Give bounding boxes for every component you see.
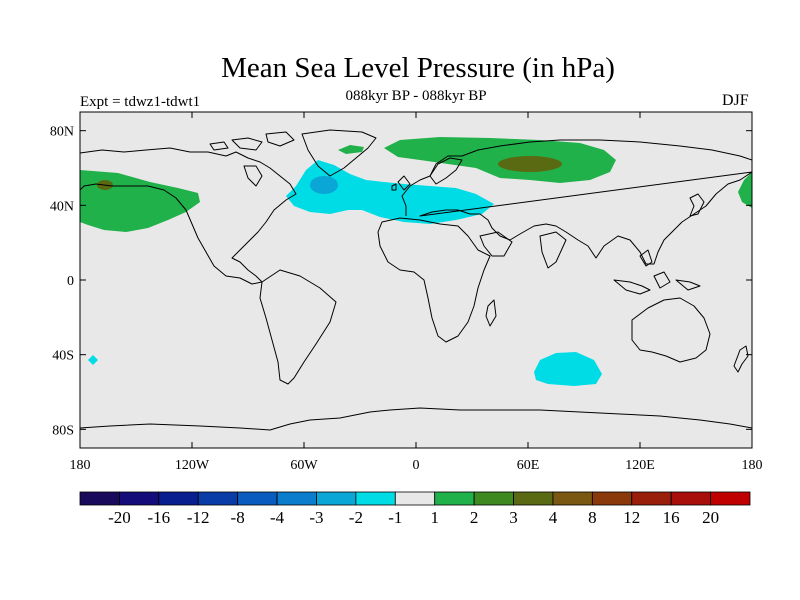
colorbar-swatch — [631, 491, 672, 506]
lon-tick-label: 120E — [625, 458, 655, 473]
lon-tick-label: 120W — [175, 458, 210, 473]
lat-tick-label: 80N — [50, 125, 74, 140]
lon-tick-label: 180 — [742, 458, 763, 473]
colorbar-swatch — [79, 491, 120, 506]
colorbar-label: -16 — [147, 508, 170, 527]
colorbar-swatch — [552, 491, 593, 506]
lon-tick-label: 180 — [70, 458, 91, 473]
coast-arabia — [479, 231, 513, 257]
latitude-axis: 80N 40N 0 40S 80S — [50, 125, 752, 438]
coast-japan — [689, 193, 705, 217]
coast-arctic-islands — [209, 131, 295, 151]
colorbar: -20 -16 -12 -8 -4 -3 -2 -1 1 2 3 4 8 12 16 20 — [79, 491, 751, 527]
negative-anomaly-south-pacific-dot — [88, 355, 98, 365]
colorbar-swatch — [670, 491, 711, 506]
colorbar-label: -20 — [108, 508, 131, 527]
colorbar-swatch — [394, 491, 436, 506]
colorbar-swatch — [355, 491, 396, 506]
colorbar-swatch — [316, 491, 357, 506]
colorbar-swatch — [473, 491, 514, 506]
positive-anomaly-eurasia — [384, 137, 616, 183]
colorbar-label: 1 — [430, 508, 439, 527]
colorbar-label: 20 — [702, 508, 719, 527]
negative-anomaly-north-atlantic — [286, 160, 494, 224]
colorbar-label: 2 — [470, 508, 479, 527]
colorbar-label: -3 — [309, 508, 323, 527]
colorbar-swatch — [434, 491, 475, 506]
coast-greenland — [301, 129, 377, 177]
colorbar-swatch — [119, 491, 160, 506]
colorbar-swatch — [158, 491, 199, 506]
coast-hudson-bay — [243, 165, 263, 187]
colorbar-swatch — [237, 491, 278, 506]
lon-tick-label: 60W — [290, 458, 318, 473]
coast-scandinavia — [429, 157, 463, 185]
lon-tick-label: 0 — [413, 458, 420, 473]
coast-new-zealand — [733, 345, 749, 373]
colorbar-label: 4 — [549, 508, 558, 527]
colorbar-swatch — [276, 491, 317, 506]
coast-eurasia — [401, 139, 752, 265]
positive-anomaly-greenland — [338, 145, 364, 154]
colorbar-label: -2 — [349, 508, 363, 527]
colorbar-swatch — [710, 491, 751, 506]
coast-british-isles — [391, 175, 411, 191]
colorbar-label: 8 — [588, 508, 597, 527]
experiment-label: Expt = tdwz1-tdwt1 — [80, 94, 201, 110]
colorbar-swatch — [197, 491, 239, 506]
positive-anomaly-east-edge — [738, 172, 752, 208]
longitude-axis: 180 120W 60W 0 60E 120E 180 — [70, 112, 763, 473]
coast-indonesia — [613, 249, 701, 295]
colorbar-label: 12 — [623, 508, 640, 527]
coast-south-america — [259, 269, 337, 385]
strong-negative-labrador — [310, 176, 338, 194]
lat-tick-label: 80S — [52, 423, 74, 438]
colorbar-label: 16 — [663, 508, 680, 527]
negative-anomaly-south-indian — [534, 352, 602, 386]
subtitle: 088kyr BP - 088kyr BP — [345, 88, 487, 104]
colorbar-swatch — [591, 491, 633, 506]
page-title: Mean Sea Level Pressure (in hPa) — [221, 52, 615, 84]
coast-africa — [377, 217, 491, 343]
lon-tick-label: 60E — [517, 458, 540, 473]
lat-tick-label: 0 — [67, 274, 74, 289]
colorbar-swatch — [513, 491, 554, 506]
strong-positive-siberia — [498, 156, 562, 172]
season-label: DJF — [722, 92, 749, 109]
map-background — [80, 112, 752, 448]
colorbar-label: 3 — [509, 508, 518, 527]
coast-india — [539, 231, 567, 269]
lat-tick-label: 40S — [52, 349, 74, 364]
coast-madagascar — [485, 299, 497, 327]
colorbar-label: -4 — [270, 508, 285, 527]
lat-tick-label: 40N — [50, 199, 74, 214]
coastlines — [80, 129, 752, 431]
coast-australia — [631, 297, 711, 363]
colorbar-label: -1 — [388, 508, 402, 527]
colorbar-label: -12 — [187, 508, 210, 527]
coast-antarctica — [80, 407, 752, 431]
colorbar-label: -8 — [231, 508, 245, 527]
coast-north-america — [80, 147, 297, 285]
